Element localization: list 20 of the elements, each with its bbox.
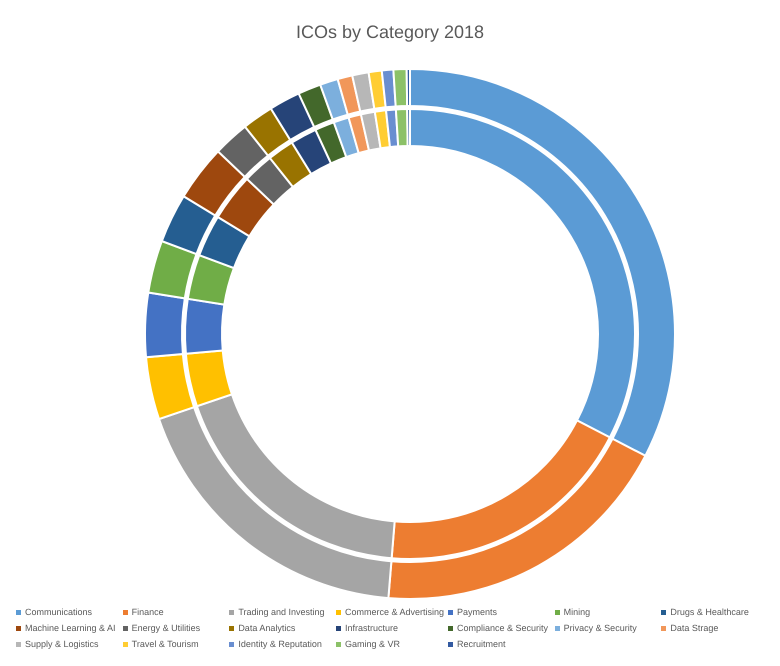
legend-label: Trading and Investing [238,607,325,617]
legend-label: Data Strage [670,623,718,633]
legend-label: Recruitment [457,639,506,649]
legend-label: Gaming & VR [344,639,400,649]
legend-label: Supply & Logistics [25,639,99,649]
legend-label: Privacy & Security [564,623,637,633]
legend-label: Travel & Tourism [132,639,199,649]
legend-label: Payments [457,607,498,617]
legend-label: Energy & Utilities [132,623,200,633]
legend-label: Mining [564,607,590,617]
legend-label: Identity & Reputation [238,639,322,649]
legend-label: Infrastructure [344,623,398,633]
legend-label: Communications [25,607,92,617]
legend-label: Finance [132,607,164,617]
legend-label: Machine Learning & AI [25,623,116,633]
legend-label: Drugs & Healthcare [670,607,749,617]
legend-label: Data Analytics [238,623,296,633]
legend-label: Commerce & Advertising [344,607,444,617]
chart-title: ICOs by Category 2018 [294,22,486,43]
legend-label: Compliance & Security [457,623,548,633]
